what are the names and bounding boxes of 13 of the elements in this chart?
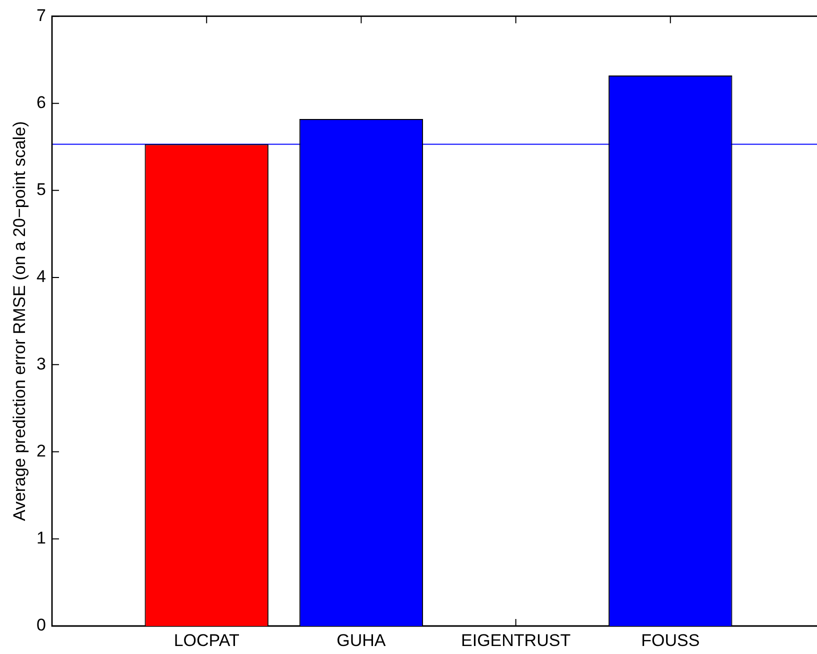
y-axis-title: Average prediction error RMSE (on a 20−point scale) (10, 121, 29, 522)
y-tick-label: 7 (36, 6, 46, 25)
x-tick-label: LOCPAT (174, 630, 240, 650)
x-tick-label: GUHA (336, 630, 386, 650)
x-tick-label: EIGENTRUST (461, 630, 571, 650)
y-tick-label: 2 (36, 441, 46, 460)
y-tick-label: 5 (36, 180, 46, 200)
y-tick-label: 6 (36, 93, 46, 112)
x-tick-label: FOUSS (641, 630, 700, 650)
y-tick-label: 4 (36, 267, 46, 286)
y-tick-label: 0 (36, 616, 46, 635)
y-tick-label: 1 (36, 528, 46, 548)
y-tick-label: 3 (36, 354, 46, 374)
